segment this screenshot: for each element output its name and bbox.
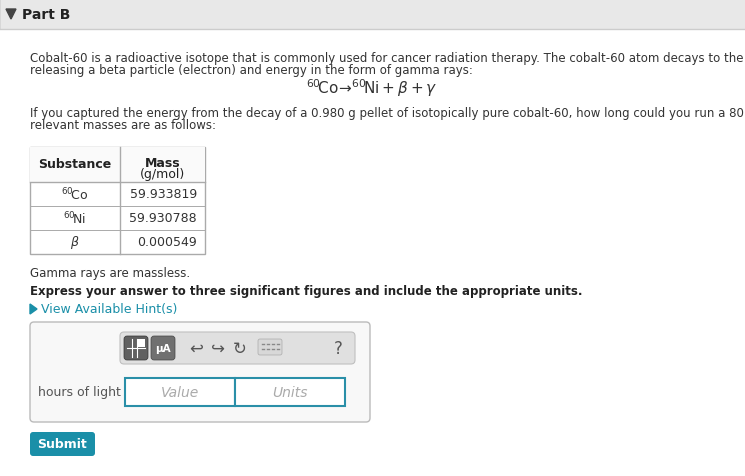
Text: $\beta$: $\beta$ (70, 234, 80, 251)
Text: ↻: ↻ (233, 339, 247, 357)
Polygon shape (6, 10, 16, 20)
Text: Express your answer to three significant figures and include the appropriate uni: Express your answer to three significant… (30, 284, 583, 298)
Bar (137, 339, 145, 347)
Text: Substance: Substance (39, 158, 112, 170)
Text: 59.933819: 59.933819 (130, 188, 197, 201)
FancyBboxPatch shape (151, 336, 175, 360)
Text: μA: μA (155, 343, 171, 353)
Text: releasing a beta particle (electron) and energy in the form of gamma rays:: releasing a beta particle (electron) and… (30, 64, 473, 77)
Text: Submit: Submit (38, 437, 87, 451)
Bar (30, 148, 205, 183)
Text: $^{60}\!$Co: $^{60}\!$Co (61, 186, 89, 203)
Bar (0, 0, 745, 30)
Bar (235, 378, 345, 406)
Text: ↪: ↪ (211, 339, 225, 357)
Text: 0.000549: 0.000549 (137, 236, 197, 249)
Text: $^{60}\!\mathrm{Co}\!\rightarrow\!^{60}\!\mathrm{Ni} + \beta + \gamma$: $^{60}\!\mathrm{Co}\!\rightarrow\!^{60}\… (306, 77, 438, 99)
Text: Part B: Part B (22, 8, 70, 22)
Text: View Available Hint(s): View Available Hint(s) (41, 303, 177, 316)
Polygon shape (30, 304, 37, 314)
Text: ?: ? (334, 339, 343, 357)
Text: Units: Units (272, 385, 308, 399)
Text: Gamma rays are massless.: Gamma rays are massless. (30, 267, 190, 279)
Bar (30, 148, 205, 255)
Text: 59.930788: 59.930788 (130, 212, 197, 225)
Text: relevant masses are as follows:: relevant masses are as follows: (30, 119, 216, 132)
Text: hours of light =: hours of light = (38, 386, 136, 399)
FancyBboxPatch shape (258, 339, 282, 355)
Text: Mass: Mass (145, 157, 180, 169)
FancyBboxPatch shape (120, 332, 355, 364)
Bar (125, 378, 235, 406)
Text: $^{60}\!$Ni: $^{60}\!$Ni (63, 210, 86, 227)
Text: Value: Value (161, 385, 199, 399)
Text: (g/mol): (g/mol) (140, 168, 185, 180)
Text: ↩: ↩ (189, 339, 203, 357)
FancyBboxPatch shape (124, 336, 148, 360)
FancyBboxPatch shape (30, 432, 95, 456)
Text: Cobalt-60 is a radioactive isotope that is commonly used for cancer radiation th: Cobalt-60 is a radioactive isotope that … (30, 52, 745, 65)
FancyBboxPatch shape (30, 322, 370, 422)
Text: If you captured the energy from the decay of a 0.980 g pellet of isotopically pu: If you captured the energy from the deca… (30, 107, 745, 120)
